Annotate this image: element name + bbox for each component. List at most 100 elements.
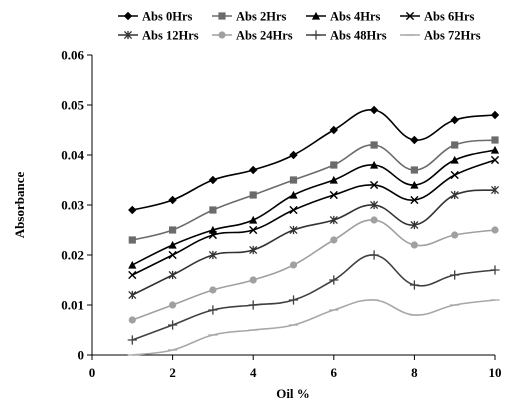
y-axis-title: Absorbance bbox=[12, 172, 27, 239]
data-point bbox=[249, 276, 257, 284]
data-point bbox=[329, 275, 339, 285]
data-point bbox=[491, 136, 499, 144]
data-point bbox=[450, 115, 459, 125]
series-0 bbox=[128, 105, 500, 215]
data-point bbox=[289, 176, 298, 184]
data-point bbox=[410, 220, 419, 230]
legend-entry: Abs 2Hrs bbox=[212, 10, 286, 24]
legend-marker bbox=[218, 31, 226, 39]
x-tick-label: 10 bbox=[489, 365, 502, 380]
legend-entry: Abs 4Hrs bbox=[306, 10, 380, 24]
data-point bbox=[490, 155, 500, 165]
series-7 bbox=[127, 299, 500, 356]
legend-label: Abs 48Hrs bbox=[330, 29, 387, 43]
data-point bbox=[329, 125, 338, 135]
data-point bbox=[208, 225, 217, 234]
data-point bbox=[128, 270, 137, 280]
y-tick-label: 0 bbox=[78, 348, 85, 363]
data-point bbox=[450, 170, 459, 180]
legend-marker bbox=[311, 11, 321, 20]
series-line bbox=[132, 139, 496, 241]
legend-entry: Abs 72Hrs bbox=[400, 29, 481, 43]
data-point bbox=[128, 205, 137, 215]
data-point bbox=[329, 175, 338, 184]
data-point bbox=[450, 190, 459, 200]
data-point bbox=[288, 295, 299, 305]
data-point bbox=[127, 335, 137, 345]
legend-entry: Abs 0Hrs bbox=[118, 10, 192, 24]
data-point bbox=[168, 320, 178, 330]
data-point bbox=[330, 161, 338, 169]
data-point bbox=[329, 190, 338, 200]
legend-entry: Abs 24Hrs bbox=[212, 29, 293, 43]
legend-entry: Abs 48Hrs bbox=[306, 29, 387, 43]
data-point bbox=[168, 270, 177, 280]
series-line bbox=[131, 149, 496, 266]
data-point bbox=[370, 160, 379, 169]
data-point bbox=[370, 216, 378, 224]
data-point bbox=[208, 230, 217, 240]
data-point bbox=[450, 270, 460, 280]
data-point bbox=[168, 195, 177, 205]
data-point bbox=[208, 250, 217, 260]
y-tick-label: 0.05 bbox=[61, 98, 84, 113]
legend-entry: Abs 12Hrs bbox=[118, 29, 199, 43]
series-line bbox=[131, 159, 496, 276]
legend-label: Abs 6Hrs bbox=[424, 10, 474, 24]
data-point bbox=[128, 290, 137, 300]
data-point bbox=[450, 155, 459, 164]
data-point bbox=[410, 180, 419, 189]
y-tick-label: 0.06 bbox=[61, 48, 84, 63]
series-line bbox=[132, 219, 496, 321]
data-point bbox=[249, 191, 257, 199]
x-axis-title: Oil % bbox=[276, 386, 310, 401]
series-line bbox=[132, 254, 496, 341]
y-ticks: 0 0.01 0.02 0.03 0.04 0.05 0.06 bbox=[61, 48, 92, 363]
legend-label: Abs 4Hrs bbox=[330, 10, 380, 24]
data-point bbox=[169, 301, 177, 309]
data-point bbox=[168, 250, 177, 260]
data-point bbox=[491, 226, 499, 234]
legend-entry: Abs 6Hrs bbox=[400, 10, 474, 24]
x-tick-label: 6 bbox=[331, 365, 338, 380]
data-point bbox=[370, 180, 379, 190]
data-point bbox=[490, 185, 500, 195]
data-point bbox=[490, 145, 500, 154]
data-point bbox=[209, 206, 217, 214]
data-point bbox=[451, 231, 459, 239]
data-point bbox=[289, 261, 298, 269]
data-point bbox=[289, 205, 298, 215]
data-point bbox=[209, 286, 217, 294]
data-point bbox=[410, 166, 418, 174]
data-point bbox=[289, 150, 298, 160]
series-line bbox=[132, 109, 496, 211]
axes: 0 0.01 0.02 0.03 0.04 0.05 0.06 0 2 4 6 8 10 bbox=[61, 48, 501, 381]
legend-label: Abs 72Hrs bbox=[424, 29, 481, 43]
data-point bbox=[410, 241, 418, 249]
legend-marker bbox=[123, 11, 133, 21]
data-point bbox=[208, 305, 218, 315]
data-point bbox=[249, 225, 258, 235]
data-point bbox=[249, 215, 258, 224]
series-line bbox=[131, 189, 496, 296]
data-point bbox=[128, 260, 137, 269]
x-tick-label: 8 bbox=[411, 365, 418, 380]
data-point bbox=[169, 226, 177, 234]
data-point bbox=[249, 245, 258, 255]
legend-label: Abs 24Hrs bbox=[236, 29, 293, 43]
x-ticks: 0 2 4 6 8 10 bbox=[89, 355, 502, 380]
y-tick-label: 0.02 bbox=[61, 248, 84, 263]
plot-area bbox=[127, 105, 500, 356]
y-tick-label: 0.01 bbox=[61, 298, 84, 313]
data-point bbox=[249, 165, 258, 175]
x-tick-label: 0 bbox=[89, 365, 96, 380]
data-point bbox=[330, 236, 338, 244]
data-point bbox=[248, 300, 258, 310]
legend-label: Abs 2Hrs bbox=[236, 10, 286, 24]
legend-marker bbox=[405, 11, 415, 21]
series-6 bbox=[127, 250, 500, 345]
data-point bbox=[128, 236, 136, 244]
data-point bbox=[490, 265, 500, 275]
series-1 bbox=[128, 136, 499, 244]
series-3 bbox=[128, 155, 500, 280]
